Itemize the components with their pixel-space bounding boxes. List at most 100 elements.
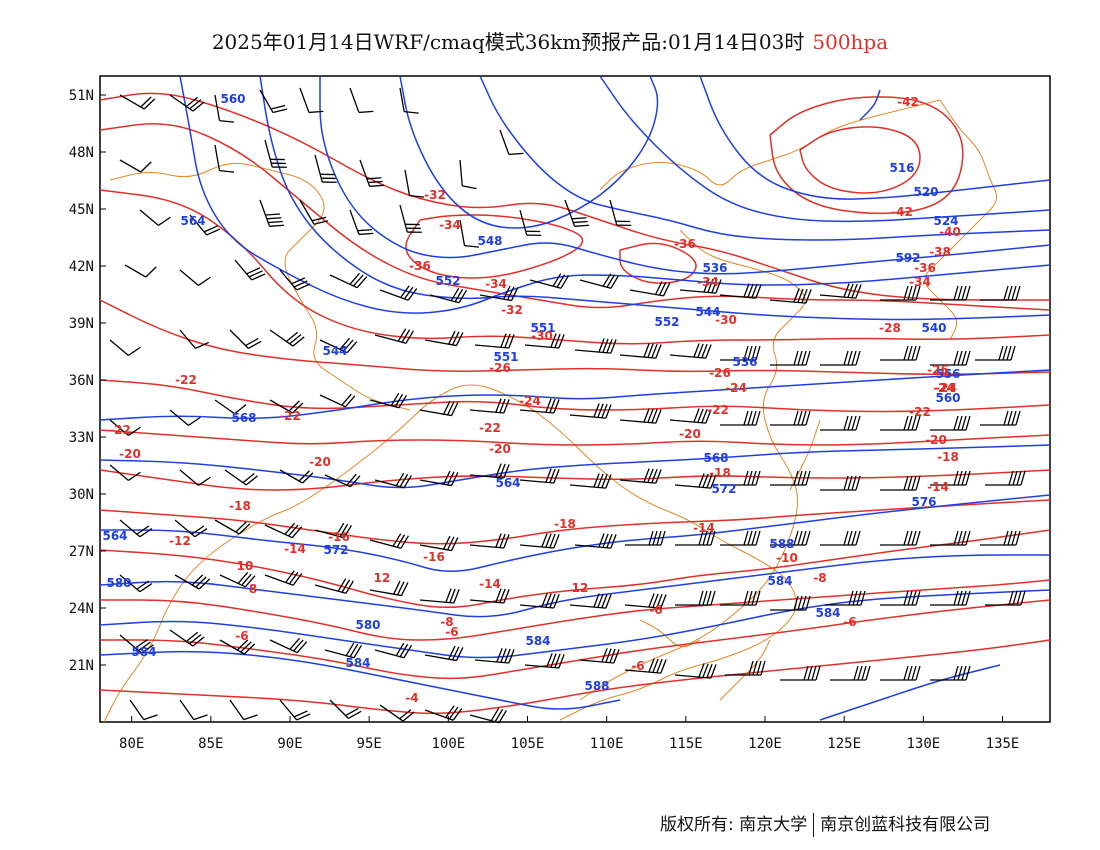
coastline	[639, 619, 701, 648]
wind-barb-feather	[702, 663, 709, 678]
wind-barb-staff	[234, 259, 253, 281]
wind-barb-feather	[613, 649, 620, 664]
wind-barb-feather	[448, 330, 456, 345]
footer-divider	[813, 813, 815, 837]
wind-barb-feather	[848, 590, 854, 606]
wind-barb-feather	[847, 350, 853, 366]
wind-barb-feather	[965, 350, 971, 366]
wind-barb-feather	[191, 574, 204, 586]
wind-barb-feather	[289, 334, 302, 345]
wind-barb-feather	[616, 224, 632, 227]
wind-barb-feather	[655, 409, 662, 424]
wind-barb-feather	[953, 665, 959, 681]
wind-barb-feather	[915, 665, 921, 681]
title-main: 2025年01月14日WRF/cmaq模式36km预报产品:01月14日03时	[211, 30, 805, 54]
wind-barb	[264, 522, 303, 539]
wind-barb-feather	[343, 339, 354, 352]
wind-barb-feather	[496, 648, 503, 663]
wind-barb-feather	[656, 530, 662, 546]
wind-barb-staff	[179, 699, 195, 721]
wind-barb-feather	[1020, 470, 1026, 486]
wind-barb-feather	[194, 528, 208, 538]
wind-barb-feather	[601, 593, 608, 609]
wind-barb	[119, 519, 153, 538]
wind-barb-feather	[203, 225, 218, 233]
wind-barb-feather	[610, 275, 619, 289]
height-label: 536	[732, 355, 757, 369]
temperature-label: -24	[519, 394, 541, 408]
wind-barb-feather	[550, 333, 557, 348]
temperature-contour	[99, 469, 1051, 491]
temperature-label: -34	[909, 275, 931, 289]
wind-barb-feather	[701, 343, 708, 359]
wind-barb-feather	[549, 398, 556, 413]
wind-barb-feather	[346, 473, 357, 486]
wind-barb-staff	[519, 544, 554, 549]
wind-barb-feather	[248, 270, 263, 278]
wind-barb-staff	[619, 419, 656, 424]
wind-barb-feather	[597, 593, 604, 608]
wind-barb	[625, 530, 666, 546]
wind-barb-feather	[556, 274, 566, 288]
temperature-label: -32	[424, 188, 446, 202]
height-label: 548	[477, 234, 502, 248]
wind-barb-staff	[459, 219, 466, 246]
lat-tick-label: 36N	[69, 373, 94, 389]
geopotential-height-contours	[99, 75, 1051, 721]
wind-barb-feather	[285, 331, 299, 342]
wind-barb-feather	[793, 530, 799, 546]
wind-barb-feather	[593, 593, 600, 608]
wind-barb-feather	[957, 590, 963, 606]
wind-barb-feather	[405, 330, 414, 344]
temperature-contours	[99, 92, 1051, 715]
wind-barb-feather	[805, 470, 811, 486]
wind-barb-feather	[801, 595, 807, 611]
wind-barb-feather	[549, 533, 556, 548]
wind-barb	[524, 653, 565, 669]
wind-barb-feather	[660, 659, 667, 674]
wind-barb-feather	[1011, 285, 1017, 301]
wind-barb-feather	[189, 634, 202, 645]
wind-barb	[619, 343, 662, 359]
wind-barb-feather	[526, 234, 542, 237]
wind-barb-staff	[299, 199, 315, 225]
wind-barb-feather	[643, 468, 650, 483]
wind-barb	[119, 159, 152, 173]
wind-barb-feather	[450, 287, 460, 302]
contour-labels: 560 564 548 552 544 536 516 520 524 540 551 560 568 5…	[102, 92, 960, 705]
wind-barb-feather	[705, 409, 712, 424]
wind-barb	[770, 350, 811, 366]
wind-barb-feather	[293, 280, 308, 288]
wind-barb-feather	[285, 570, 295, 583]
wind-barb-feather	[195, 341, 209, 349]
wind-barb-feather	[606, 274, 616, 288]
wind-barb-feather	[399, 709, 412, 720]
wind-barb-feather	[349, 475, 361, 488]
wind-barb-feather	[743, 410, 749, 426]
wind-barb	[319, 393, 356, 408]
wind-barb-feather	[907, 285, 913, 301]
temperature-contour	[99, 599, 1051, 680]
wind-barb	[329, 272, 368, 289]
temperature-contour	[99, 379, 1051, 413]
coastline	[789, 419, 821, 491]
wind-barb-feather	[139, 583, 153, 593]
wind-barb-feather	[341, 579, 351, 593]
wind-barb-feather	[308, 110, 324, 114]
wind-barb-feather	[1003, 285, 1009, 301]
wind-barb-feather	[571, 217, 587, 220]
wind-barb-feather	[907, 665, 913, 681]
wind-barb-feather	[953, 415, 959, 431]
wind-barb-feather	[192, 101, 205, 112]
wind-barb-feather	[1008, 590, 1014, 606]
wind-barb-feather	[291, 526, 303, 539]
wind-barb-feather	[807, 665, 813, 681]
wind-barb-feather	[697, 343, 704, 358]
wind-barb-feather	[396, 534, 406, 548]
wind-barb-feather	[903, 285, 909, 301]
wind-barb	[579, 273, 619, 289]
wind-barb-staff	[459, 159, 463, 186]
wind-barb-feather	[573, 220, 588, 224]
wind-barb-feather	[606, 533, 613, 549]
wind-barb-feather	[605, 474, 612, 489]
